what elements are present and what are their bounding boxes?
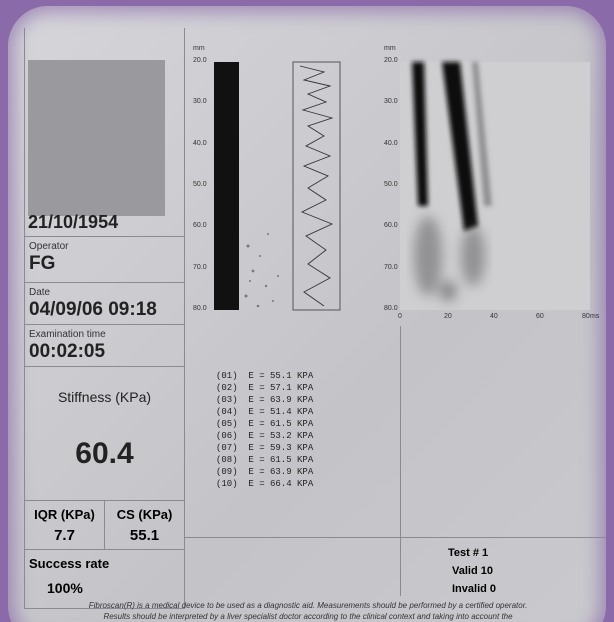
measurement: (03) E = 63.9 KPA xyxy=(216,394,313,406)
measurement: (05) E = 61.5 KPA xyxy=(216,418,313,430)
test-invalid: Invalid 0 xyxy=(448,580,496,598)
waveform-box xyxy=(293,62,340,310)
waveform xyxy=(300,66,332,306)
depth-tick: 40.0 xyxy=(193,140,207,147)
stiffness-value: 60.4 xyxy=(25,437,184,471)
depth-tick: 20.0 xyxy=(193,57,207,64)
measurements: (01) E = 55.1 KPA(02) E = 57.1 KPA(03) E… xyxy=(216,370,313,490)
test-number: Test # 1 xyxy=(448,544,496,562)
measurement: (09) E = 63.9 KPA xyxy=(216,466,313,478)
time-tick: 20 xyxy=(444,313,452,320)
depth-tick: 70.0 xyxy=(193,264,207,271)
time-tick: 0 xyxy=(398,313,402,320)
measurement: (01) E = 55.1 KPA xyxy=(216,370,313,382)
measurement: (06) E = 53.2 KPA xyxy=(216,430,313,442)
depth-tick: 80.0 xyxy=(384,305,398,312)
stiffness-label: Stiffness (KPa) xyxy=(25,389,184,405)
time-tick: 80 xyxy=(582,313,590,320)
depth-tick: 30.0 xyxy=(384,98,398,105)
time-tick: ms xyxy=(590,313,599,320)
report-paper: 21/10/1954 Operator FG Date 04/09/06 09:… xyxy=(8,6,606,622)
axis-unit: mm xyxy=(193,45,205,52)
page: 21/10/1954 Operator FG Date 04/09/06 09:… xyxy=(0,0,614,622)
divider xyxy=(400,326,401,596)
measurement: (04) E = 51.4 KPA xyxy=(216,406,313,418)
mmode-image xyxy=(214,62,239,310)
depth-tick: 60.0 xyxy=(384,222,398,229)
iqr-label: IQR (KPa) xyxy=(25,507,104,522)
exam-time-value: 00:02:05 xyxy=(29,341,105,363)
divider xyxy=(185,537,606,538)
depth-tick: 60.0 xyxy=(193,222,207,229)
depth-tick: 20.0 xyxy=(384,57,398,64)
depth-tick: 70.0 xyxy=(384,264,398,271)
cs-box: CS (KPa) 55.1 xyxy=(104,500,185,550)
measurement: (02) E = 57.1 KPA xyxy=(216,382,313,394)
iqr-box: IQR (KPa) 7.7 xyxy=(24,500,105,550)
stiffness-box: Stiffness (KPa) 60.4 xyxy=(24,366,185,501)
depth-tick: 50.0 xyxy=(384,181,398,188)
axis-unit: mm xyxy=(384,45,396,52)
depth-tick: 40.0 xyxy=(384,140,398,147)
success-label: Success rate xyxy=(29,556,109,571)
measurement: (07) E = 59.3 KPA xyxy=(216,442,313,454)
test-valid: Valid 10 xyxy=(448,562,496,580)
time-tick: 60 xyxy=(536,313,544,320)
footer-line: Results should be interpreted by a liver… xyxy=(28,611,588,622)
images xyxy=(8,6,606,336)
footer: Fibroscan(R) is a medical device to be u… xyxy=(28,600,588,622)
cs-label: CS (KPa) xyxy=(105,507,184,522)
measurement: (08) E = 61.5 KPA xyxy=(216,454,313,466)
depth-tick: 30.0 xyxy=(193,98,207,105)
depth-tick: 80.0 xyxy=(193,305,207,312)
success-value: 100% xyxy=(47,580,83,596)
speckle xyxy=(245,233,280,307)
time-tick: 40 xyxy=(490,313,498,320)
footer-line: Fibroscan(R) is a medical device to be u… xyxy=(28,600,588,611)
cs-value: 55.1 xyxy=(105,527,184,544)
measurement: (10) E = 66.4 KPA xyxy=(216,478,313,490)
test-info: Test # 1 Valid 10 Invalid 0 xyxy=(448,544,496,598)
depth-tick: 50.0 xyxy=(193,181,207,188)
iqr-value: 7.7 xyxy=(25,527,104,544)
